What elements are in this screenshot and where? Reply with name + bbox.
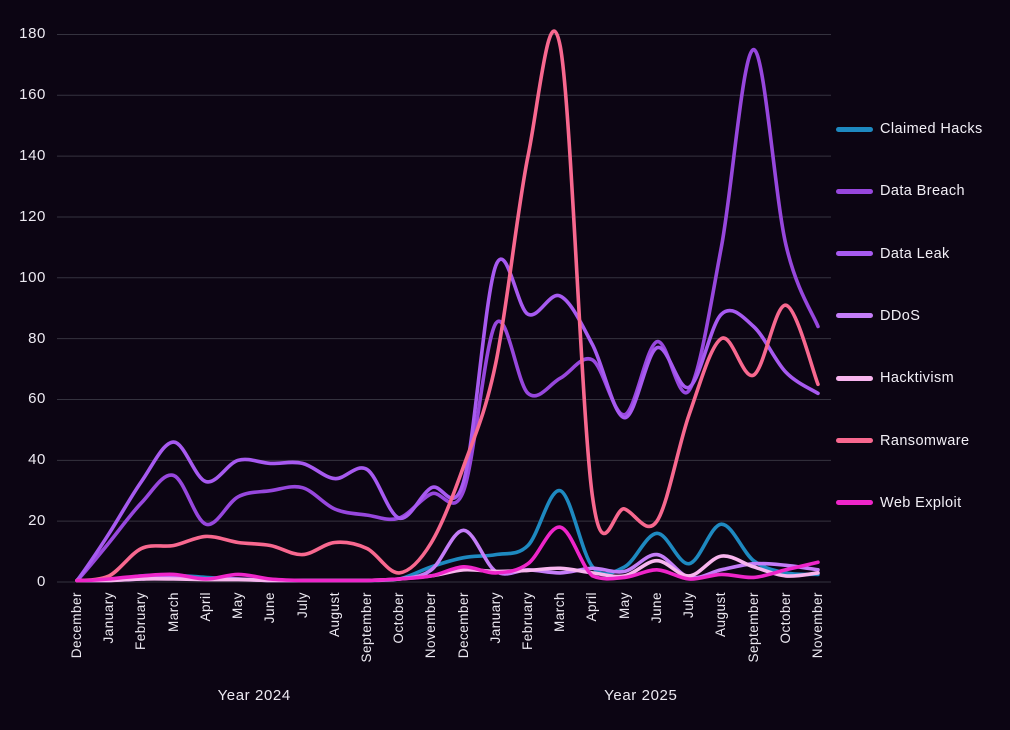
month-label: July (294, 592, 310, 619)
month-label: August (326, 592, 342, 638)
legend-label: Web Exploit (880, 494, 962, 511)
month-label: January (101, 592, 117, 644)
month-label: April (197, 592, 213, 622)
legend-swatch-line (836, 188, 873, 194)
legend-swatch-line (836, 500, 873, 506)
legend-swatch-line (836, 251, 873, 257)
month-label: February (520, 592, 536, 651)
y-tick-label-0: 0 (37, 573, 46, 590)
y-tick-label-100: 100 (19, 268, 46, 286)
y-tick-label-40: 40 (28, 451, 46, 469)
month-label: September (358, 592, 374, 663)
y-tick-label-20: 20 (28, 512, 46, 530)
month-label: May (230, 592, 246, 620)
legend-swatch-line (836, 375, 873, 381)
legend-label: Claimed Hacks (880, 121, 983, 137)
month-label: November (423, 592, 439, 659)
y-tick-label-80: 80 (28, 329, 46, 347)
y-tick-label-60: 60 (28, 390, 46, 408)
legend-item-web-exploit[interactable]: Web Exploit (836, 493, 962, 513)
month-label: August (713, 592, 729, 638)
y-tick-label-160: 160 (19, 86, 46, 104)
y-tick-label-120: 120 (19, 207, 46, 225)
legend-item-data-leak[interactable]: Data Leak (836, 244, 950, 264)
month-label: July (681, 592, 697, 619)
legend-swatch-line (836, 438, 873, 443)
month-label: March (165, 592, 181, 633)
legend-item-ddos[interactable]: DDoS (836, 306, 920, 326)
month-label: October (777, 592, 793, 644)
legend-swatch-line (836, 126, 873, 132)
y-tick-label-180: 180 (19, 25, 46, 43)
month-label: June (648, 592, 664, 624)
month-label: November (810, 592, 825, 659)
legend-item-claimed-hacks[interactable]: Claimed Hacks (836, 119, 983, 139)
legend-swatch-line (836, 313, 873, 319)
legend-label: DDoS (880, 307, 921, 324)
year-group-label-0: Year 2024 (217, 687, 291, 704)
legend-label: Data Breach (880, 183, 965, 200)
legend-item-ransomware[interactable]: Ransomware (836, 431, 969, 451)
legend-item-data-breach[interactable]: Data Breach (836, 181, 965, 201)
month-label: October (391, 592, 407, 644)
month-label: May (616, 592, 632, 620)
month-label: April (584, 592, 600, 622)
month-label: January (487, 592, 503, 644)
month-label: September (745, 592, 761, 663)
month-label: June (262, 592, 278, 624)
year-group-label-1: Year 2025 (604, 687, 678, 704)
series-line-web-exploit (75, 525, 820, 583)
legend-label: Data Leak (880, 245, 950, 262)
legend-label: Ransomware (880, 432, 970, 449)
month-label: February (133, 592, 149, 651)
month-label: December (455, 592, 471, 659)
series-line-data-breach (75, 47, 820, 583)
legend-item-hacktivism[interactable]: Hacktivism (836, 368, 954, 388)
month-label: December (69, 592, 84, 659)
legend-label: Hacktivism (880, 370, 955, 387)
series-line-data-leak (75, 257, 820, 583)
y-tick-label-140: 140 (19, 147, 46, 165)
month-label: March (552, 592, 568, 633)
series-line-ransomware (75, 29, 820, 583)
